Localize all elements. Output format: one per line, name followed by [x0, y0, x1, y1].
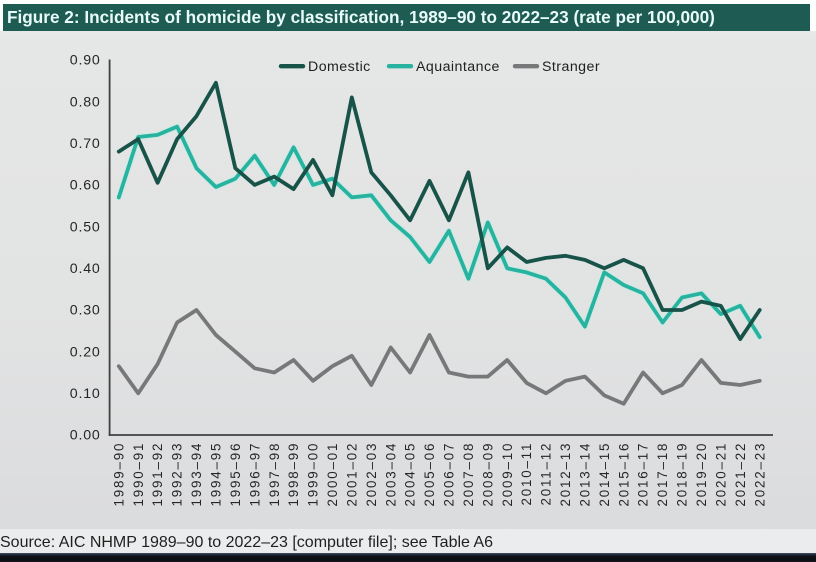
- svg-text:1990–91: 1990–91: [131, 442, 146, 507]
- svg-text:2000–01: 2000–01: [325, 442, 340, 507]
- svg-text:2009–10: 2009–10: [500, 442, 515, 507]
- svg-text:0.70: 0.70: [70, 136, 101, 152]
- svg-text:0.50: 0.50: [70, 219, 101, 235]
- svg-text:2008–09: 2008–09: [480, 442, 495, 507]
- svg-text:1995–96: 1995–96: [228, 442, 243, 507]
- svg-text:Domestic: Domestic: [308, 59, 371, 75]
- svg-text:2007–08: 2007–08: [461, 442, 476, 507]
- svg-text:1998–99: 1998–99: [286, 442, 301, 507]
- svg-text:2011–12: 2011–12: [539, 442, 554, 506]
- svg-text:2004–05: 2004–05: [403, 442, 418, 507]
- svg-text:0.00: 0.00: [70, 428, 101, 444]
- svg-text:1994–95: 1994–95: [209, 442, 224, 507]
- svg-text:2022–23: 2022–23: [752, 442, 767, 507]
- svg-text:2012–13: 2012–13: [558, 442, 573, 507]
- svg-text:2014–15: 2014–15: [597, 442, 612, 507]
- svg-text:2003–04: 2003–04: [383, 442, 398, 507]
- svg-text:0.30: 0.30: [70, 303, 101, 319]
- svg-text:2019–20: 2019–20: [694, 442, 709, 507]
- svg-text:2002–03: 2002–03: [364, 442, 379, 507]
- svg-text:0.20: 0.20: [70, 344, 101, 360]
- svg-text:2001–02: 2001–02: [344, 442, 359, 507]
- svg-text:1997–98: 1997–98: [267, 442, 282, 507]
- svg-text:1989–90: 1989–90: [111, 442, 126, 507]
- svg-text:Stranger: Stranger: [542, 59, 600, 75]
- svg-text:2010–11: 2010–11: [519, 442, 534, 506]
- svg-text:0.80: 0.80: [70, 94, 101, 110]
- svg-text:1999–00: 1999–00: [306, 442, 321, 507]
- svg-text:0.90: 0.90: [70, 53, 101, 69]
- svg-text:2005–06: 2005–06: [422, 442, 437, 507]
- svg-text:0.40: 0.40: [70, 261, 101, 277]
- svg-text:2017–18: 2017–18: [655, 442, 670, 507]
- svg-text:2016–17: 2016–17: [636, 442, 651, 507]
- svg-text:2021–22: 2021–22: [733, 442, 748, 507]
- svg-text:0.60: 0.60: [70, 178, 101, 194]
- svg-text:2006–07: 2006–07: [442, 442, 457, 507]
- svg-text:1991–92: 1991–92: [150, 442, 165, 507]
- svg-text:2018–19: 2018–19: [675, 442, 690, 507]
- svg-text:0.10: 0.10: [70, 386, 101, 402]
- svg-text:1993–94: 1993–94: [189, 442, 204, 507]
- svg-text:1992–93: 1992–93: [170, 442, 185, 507]
- svg-text:2015–16: 2015–16: [616, 442, 631, 507]
- svg-text:Aquaintance: Aquaintance: [416, 59, 500, 75]
- svg-text:2013–14: 2013–14: [578, 442, 593, 507]
- svg-text:1996–97: 1996–97: [247, 442, 262, 507]
- svg-text:2020–21: 2020–21: [713, 442, 728, 507]
